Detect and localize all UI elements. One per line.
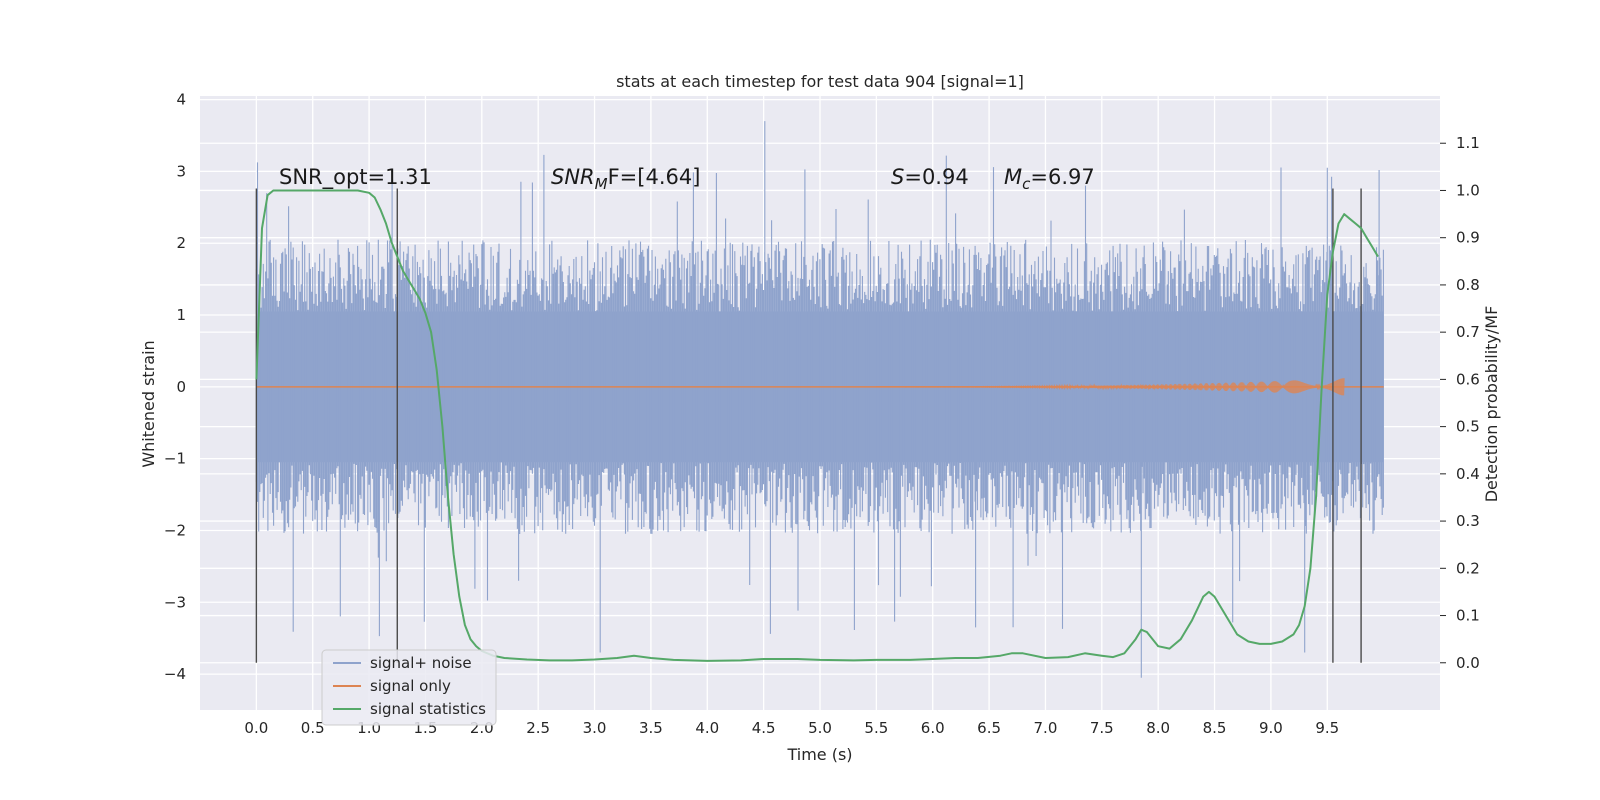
y-tick-label: −4 — [164, 665, 186, 683]
annotation-mc: Mc=6.97 — [1004, 165, 1095, 193]
x-tick-label: 8.0 — [1146, 719, 1170, 737]
annotation-snr-mf-base: SNR — [551, 165, 595, 189]
annotation-s-rest: =0.94 — [904, 165, 968, 189]
y2-tick-label: 0.1 — [1456, 607, 1480, 625]
y2-tick-label: 0.5 — [1456, 418, 1480, 436]
annotation-snr-mf-sub: M — [595, 175, 608, 193]
annotation-s: S=0.94 — [891, 165, 969, 189]
x-tick-label: 0.0 — [244, 719, 268, 737]
y2-tick-label: 1.1 — [1456, 134, 1480, 152]
annotation-snr-opt: SNR_opt=1.31 — [279, 165, 432, 190]
legend-label-signal-statistics: signal statistics — [370, 700, 486, 718]
y2-axis-label: Detection probability/MF — [1482, 306, 1501, 503]
x-tick-label: 3.0 — [583, 719, 607, 737]
y2-tick-label: 0.9 — [1456, 229, 1480, 247]
y-tick-label: 1 — [176, 306, 186, 324]
chart-title: stats at each timestep for test data 904… — [616, 72, 1024, 91]
y2-tick-label: 1.0 — [1456, 181, 1480, 199]
x-tick-label: 8.5 — [1203, 719, 1227, 737]
x-axis-label: Time (s) — [786, 745, 852, 764]
statistics-line — [255, 189, 1379, 662]
vertical-markers — [255, 188, 1362, 663]
x-tick-label: 7.5 — [1090, 719, 1114, 737]
annotation-mc-rest: =6.97 — [1030, 165, 1094, 189]
y2-tick-label: 0.2 — [1456, 559, 1480, 577]
y-tick-label: 3 — [176, 162, 186, 180]
x-tick-label: 9.0 — [1259, 719, 1283, 737]
x-tick-label: 5.0 — [808, 719, 832, 737]
y2-tick-label: 0.4 — [1456, 465, 1480, 483]
annotation-mc-sub: c — [1022, 175, 1031, 193]
y-tick-label: −2 — [164, 521, 186, 539]
x-tick-label: 7.0 — [1034, 719, 1058, 737]
annotation-snr-mf: SNRMF=[4.64] — [551, 165, 700, 193]
y-tick-label: 4 — [176, 91, 186, 109]
annotation-snr-mf-rest: F=[4.64] — [608, 165, 701, 189]
tick-labels: 0.0 0.5 1.0 1.5 2.0 2.5 3.0 3.5 4.0 4.5 5.0 5.5 6.0 6… — [164, 91, 1480, 737]
legend-box — [321, 649, 497, 726]
x-tick-label: 0.5 — [301, 719, 325, 737]
x-tick-label: 6.5 — [977, 719, 1001, 737]
y2-tick-label: 0.6 — [1456, 370, 1480, 388]
signal-statistics-series — [255, 189, 1379, 662]
y-tick-label: 2 — [176, 234, 186, 252]
x-tick-label: 3.5 — [639, 719, 663, 737]
y-tick-label: 0 — [176, 378, 186, 396]
y2-tick-label: 0.0 — [1456, 654, 1480, 672]
x-tick-label: 5.5 — [864, 719, 888, 737]
annotation-s-base: S — [891, 165, 904, 189]
y-tick-label: −1 — [164, 450, 186, 468]
legend-label-signal-noise: signal+ noise — [370, 654, 472, 672]
y-tick-label: −3 — [164, 593, 186, 611]
x-tick-label: 6.0 — [921, 719, 945, 737]
y2-tick-label: 0.3 — [1456, 512, 1480, 530]
signal-only-series — [256, 378, 1384, 396]
y2-tick-label: 0.8 — [1456, 276, 1480, 294]
legend-label-signal-only: signal only — [370, 677, 451, 695]
y-axis-label: Whitened strain — [139, 340, 158, 467]
y2-tick-label: 0.7 — [1456, 323, 1480, 341]
x-tick-label: 9.5 — [1315, 719, 1339, 737]
x-tick-label: 4.0 — [695, 719, 719, 737]
x-tick-label: 2.5 — [526, 719, 550, 737]
chirp-trace — [876, 378, 1345, 396]
x-tick-label: 4.5 — [752, 719, 776, 737]
annotation-mc-base: M — [1004, 165, 1022, 189]
legend: signal+ noise signal only signal statist… — [321, 649, 497, 726]
